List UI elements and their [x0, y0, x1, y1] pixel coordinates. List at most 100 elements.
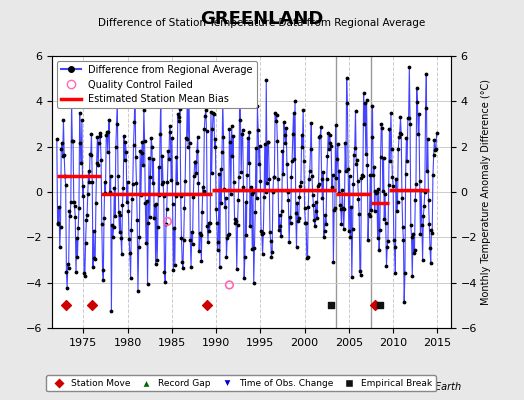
- Point: [220, 186, 228, 192]
- Point: [135, 244, 143, 250]
- Point: [237, 169, 245, 176]
- Point: [204, 220, 213, 226]
- Point: [224, 232, 232, 239]
- Point: [204, 239, 212, 245]
- Point: [222, 253, 231, 260]
- Point: [374, 185, 383, 192]
- Point: [347, 274, 356, 280]
- Point: [62, 269, 71, 275]
- Point: [134, 288, 142, 294]
- Point: [241, 254, 249, 260]
- Point: [148, 143, 156, 150]
- Point: [238, 126, 247, 133]
- Point: [311, 199, 320, 205]
- Point: [405, 115, 413, 121]
- Point: [302, 220, 310, 227]
- Point: [271, 110, 279, 116]
- Point: [174, 118, 183, 124]
- Point: [119, 184, 127, 191]
- Point: [384, 238, 392, 244]
- Point: [276, 223, 285, 230]
- Point: [93, 134, 102, 140]
- Point: [410, 249, 418, 256]
- Point: [281, 140, 290, 146]
- Point: [279, 171, 288, 177]
- Point: [411, 197, 419, 204]
- Point: [88, 131, 96, 137]
- Point: [202, 106, 210, 113]
- Point: [283, 189, 292, 196]
- Point: [168, 135, 176, 142]
- Point: [71, 214, 80, 220]
- Point: [187, 264, 195, 270]
- Point: [183, 89, 192, 96]
- Point: [52, 136, 61, 143]
- Point: [56, 224, 64, 230]
- Point: [355, 211, 363, 217]
- Point: [157, 94, 165, 100]
- Point: [206, 220, 214, 226]
- Point: [295, 194, 303, 200]
- Point: [255, 161, 263, 168]
- Point: [369, 172, 377, 178]
- Point: [298, 144, 307, 151]
- Point: [325, 132, 334, 138]
- Point: [173, 180, 181, 186]
- Point: [364, 237, 372, 243]
- Point: [300, 205, 309, 211]
- Point: [161, 279, 169, 285]
- Legend: Difference from Regional Average, Quality Control Failed, Estimated Station Mean: Difference from Regional Average, Qualit…: [57, 61, 257, 108]
- Point: [231, 220, 239, 226]
- Point: [263, 180, 271, 186]
- Point: [88, 178, 96, 185]
- Point: [102, 132, 111, 138]
- Point: [79, 182, 88, 189]
- Point: [430, 136, 439, 143]
- Point: [316, 124, 325, 130]
- Point: [334, 141, 342, 148]
- Point: [311, 223, 319, 229]
- Point: [208, 126, 216, 132]
- Point: [391, 269, 399, 276]
- Point: [380, 216, 388, 222]
- Point: [143, 198, 151, 204]
- Point: [212, 206, 220, 212]
- Point: [336, 206, 345, 212]
- Point: [428, 230, 436, 236]
- Point: [182, 136, 191, 142]
- Point: [196, 231, 205, 238]
- Point: [292, 244, 301, 250]
- Point: [331, 122, 340, 128]
- Point: [145, 155, 153, 162]
- Point: [217, 200, 225, 206]
- Point: [207, 108, 215, 115]
- Point: [231, 216, 239, 222]
- Point: [249, 188, 257, 195]
- Point: [100, 214, 108, 221]
- Point: [420, 203, 428, 210]
- Point: [138, 138, 147, 145]
- Point: [181, 178, 189, 184]
- Point: [192, 170, 200, 176]
- Point: [376, 227, 384, 233]
- Point: [333, 155, 341, 162]
- Point: [135, 234, 144, 240]
- Point: [219, 98, 227, 105]
- Point: [278, 148, 287, 155]
- Point: [73, 254, 82, 260]
- Point: [153, 257, 161, 263]
- Point: [104, 148, 112, 155]
- Point: [430, 152, 438, 158]
- Point: [215, 171, 223, 177]
- Point: [246, 223, 254, 229]
- Point: [309, 192, 317, 198]
- Point: [104, 128, 113, 135]
- Point: [341, 140, 350, 146]
- Point: [95, 130, 104, 136]
- Point: [203, 222, 212, 229]
- Point: [101, 179, 109, 186]
- Point: [81, 273, 89, 280]
- Point: [114, 173, 122, 179]
- Point: [142, 240, 150, 246]
- Text: Difference of Station Temperature Data from Regional Average: Difference of Station Temperature Data f…: [99, 18, 425, 28]
